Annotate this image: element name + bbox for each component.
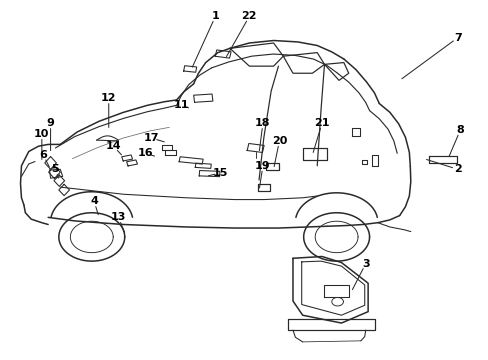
Text: 7: 7 — [453, 33, 461, 43]
Text: 5: 5 — [52, 164, 59, 174]
Text: 13: 13 — [110, 212, 126, 222]
Text: 8: 8 — [455, 125, 463, 135]
Text: 16: 16 — [137, 148, 153, 158]
Text: 11: 11 — [173, 100, 189, 110]
Text: 19: 19 — [255, 161, 270, 171]
Text: 6: 6 — [39, 150, 47, 160]
Text: 3: 3 — [361, 258, 369, 269]
Text: 20: 20 — [271, 136, 286, 146]
Text: 14: 14 — [105, 141, 121, 151]
Text: 2: 2 — [453, 164, 461, 174]
Text: 22: 22 — [241, 11, 257, 21]
Text: 1: 1 — [211, 11, 219, 21]
Text: 15: 15 — [212, 168, 227, 178]
Text: 18: 18 — [255, 118, 270, 128]
Text: 9: 9 — [46, 118, 54, 128]
Text: 10: 10 — [34, 129, 49, 139]
Text: 21: 21 — [314, 118, 329, 128]
Text: 4: 4 — [90, 196, 98, 206]
Text: 12: 12 — [101, 93, 116, 103]
Text: 17: 17 — [143, 133, 159, 143]
